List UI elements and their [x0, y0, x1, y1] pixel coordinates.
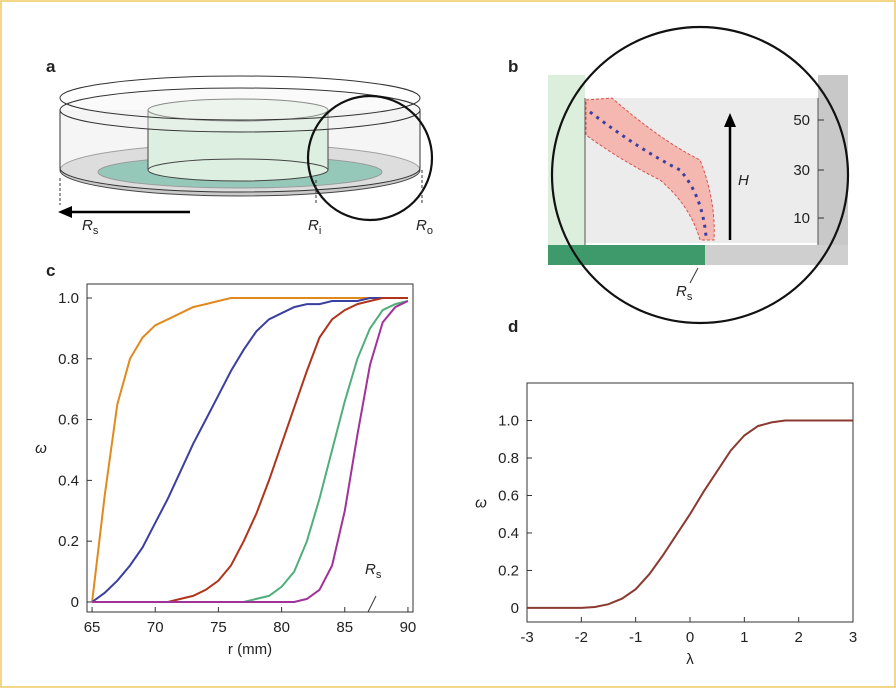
apparatus [58, 75, 434, 222]
x-axis-label: λ [686, 651, 694, 668]
x-tick-label: 0 [686, 629, 694, 646]
series-line [92, 300, 409, 603]
height-tick: 50 [793, 112, 810, 129]
x-tick-label: 1 [740, 629, 748, 646]
x-tick-label: 3 [849, 629, 857, 646]
radius-label: Ro [416, 217, 433, 237]
panel-letter: b [508, 57, 518, 76]
panel-letter: c [46, 261, 55, 280]
y-tick-label: 0.6 [498, 487, 519, 504]
y-tick-label: 0.8 [498, 450, 519, 467]
y-tick-label: 0 [511, 600, 519, 617]
x-tick-label: 85 [336, 619, 353, 636]
y-tick-label: 0.6 [58, 412, 79, 429]
radius-label: Ri [308, 217, 321, 237]
y-tick-label: 1.0 [498, 412, 519, 429]
radius-label: Rs [82, 217, 99, 237]
y-tick-label: 0 [71, 594, 79, 611]
x-tick-label: -3 [520, 629, 533, 646]
radius-label: Rs [676, 283, 693, 303]
height-tick: 30 [793, 162, 810, 179]
x-tick-label: 70 [147, 619, 164, 636]
series-line [91, 297, 408, 603]
panel-letter: d [508, 317, 518, 336]
y-axis-label: ω [475, 495, 487, 512]
y-tick-label: 1.0 [58, 290, 79, 307]
annotation-pointer [367, 595, 377, 613]
y-tick-label: 0.2 [498, 562, 519, 579]
panel-letter: a [46, 57, 56, 76]
x-axis-label: r (mm) [228, 641, 272, 658]
y-axis-label: ω [35, 440, 47, 457]
x-tick-label: -2 [575, 629, 588, 646]
plot-frame [86, 283, 414, 613]
x-tick-label: 80 [273, 619, 290, 636]
height-tick: 10 [793, 210, 810, 227]
x-tick-label: 65 [84, 619, 101, 636]
y-tick-label: 0.2 [58, 533, 79, 550]
y-tick-label: 0.4 [58, 472, 79, 489]
y-tick-label: 0.4 [498, 525, 519, 542]
x-tick-label: 90 [400, 619, 417, 636]
x-tick-label: -1 [629, 629, 642, 646]
x-tick-label: 75 [210, 619, 227, 636]
y-tick-label: 0.8 [58, 351, 79, 368]
height-label: H [738, 172, 749, 189]
series-line [527, 419, 853, 609]
x-tick-label: 2 [794, 629, 802, 646]
zoom-view [548, 25, 850, 325]
series-line [91, 297, 408, 603]
annotation: Rs [365, 561, 382, 581]
